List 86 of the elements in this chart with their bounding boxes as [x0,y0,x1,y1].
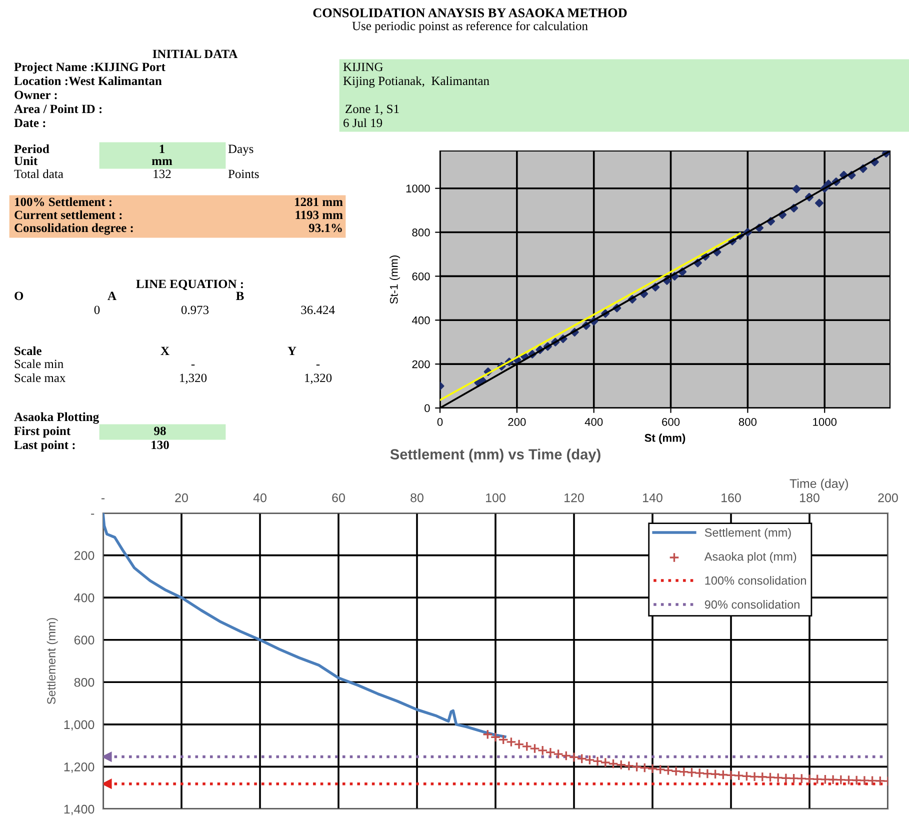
y-tick-label: 400 [412,316,430,324]
x-axis-title: Time (day) [790,478,848,490]
text: Project Name :KIJING Port [14,62,166,74]
text: Location :West Kalimantan [14,76,162,86]
y-tick-label: 600 [74,636,94,645]
y-tick-label: 1000 [406,184,430,192]
text: 100% Settlement : [15,197,112,206]
text: Scale min [14,359,64,368]
x-tick-label: 200 [878,493,898,502]
text: B [236,292,244,300]
text: Consolidation degree : [14,223,133,235]
text: 130 [152,440,169,450]
text: Owner : [14,90,57,100]
text: 132 [154,170,171,178]
text: 93.1% [308,224,342,232]
x-tick-label: 600 [662,418,680,426]
y-tick-label: 1,000 [64,720,94,731]
y-tick-label: 0 [424,404,430,412]
y-axis-title: St-1 (mm) [390,256,400,304]
text: X [160,346,170,356]
text: KIJING [343,62,383,72]
x-tick-label: 0 [437,418,443,426]
text: CONSOLIDATION ANAYSIS BY ASAOKA METHOD [313,8,627,18]
text: Total data [14,169,64,178]
text: 1,320 [305,374,332,384]
text: 6 Jul 19 [344,118,382,128]
text: 0 [94,306,100,314]
text: Y [288,346,296,356]
chart-title: Settlement (mm) vs Time (day) [390,448,600,462]
x-tick-label: 400 [584,418,603,426]
y-tick-label: 1,200 [64,762,94,773]
legend-label: Asaoka plot (mm) [704,552,796,564]
text: Current settlement : [14,210,122,220]
text: A [108,292,116,300]
x-tick-label: 80 [410,493,424,502]
y-tick-label: 1,400 [64,804,94,816]
x-tick-label: 60 [332,493,345,502]
text: Last point : [14,440,75,452]
x-tick-label: 200 [508,418,526,426]
text: - [191,364,195,366]
x-tick-label: 100 [486,493,506,502]
text: 1193 mm [296,210,343,220]
y-tick-label: 200 [412,360,430,368]
x-tick-label: 1000 [813,418,837,426]
text: Scale max [14,373,66,382]
text: LINE EQUATION : [136,280,243,290]
y-tick-label: 600 [412,272,430,280]
x-tick-label: 160 [722,493,741,502]
text: mm [152,159,172,166]
text: Asaoka Plotting [14,412,99,424]
text: Scale [14,346,42,356]
y-tick-label: 800 [412,228,430,236]
text: 36.424 [301,306,335,314]
text: Kijing Potianak, Kalimantan [343,76,490,88]
text: 1281 mm [295,198,343,206]
legend-label: 90% consolidation [704,600,800,609]
text: Days [228,144,254,156]
text: 98 [154,426,166,436]
text: Date : [14,118,46,128]
y-tick-label: 200 [74,551,94,560]
text: 1 [160,144,164,154]
y-axis-title: Settlement (mm) [46,618,58,704]
text: 0.973 [181,306,209,314]
y-tick-label: 800 [74,678,94,687]
x-tick-label: 180 [800,493,820,502]
legend-label: 100% consolidation [705,576,806,585]
x-tick-label: 800 [738,418,757,426]
text: Zone 1, S1 [346,104,399,115]
text: Use periodic poinst as reference for calculation [352,21,588,33]
text: First point [14,426,71,438]
text: 1,320 [180,374,207,384]
text: Area / Point ID : [14,104,102,114]
y-tick-label: - [91,514,94,515]
text: Unit [14,156,38,166]
x-tick-label: 40 [253,493,266,502]
legend-label: Settlement (mm) [704,528,791,540]
text: Points [228,170,259,178]
x-tick-label: 140 [643,493,662,502]
x-tick-label: 120 [564,493,584,502]
text: INITIAL DATA [152,50,238,58]
text: - [316,364,320,366]
x-tick-label: 20 [175,493,188,502]
x-axis-title: St (mm) [644,434,686,444]
text: O [14,292,24,300]
y-tick-label: 400 [74,593,94,602]
text: Period [14,144,50,154]
